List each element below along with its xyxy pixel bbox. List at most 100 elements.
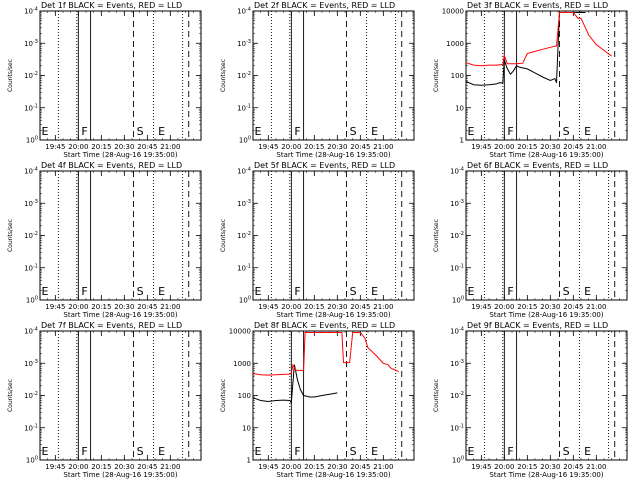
- panel-title: Det 9f BLACK = Events, RED = LLD: [467, 321, 608, 330]
- panel-det-8: Det 8f BLACK = Events, RED = LLD Counts/s…: [220, 321, 415, 479]
- event-marker-label: E: [584, 125, 591, 138]
- x-tick-label: 20:00: [494, 463, 514, 471]
- x-tick-label: 19:45: [471, 303, 491, 311]
- plot-frame: [252, 330, 415, 461]
- plot-frame: [39, 330, 202, 461]
- x-tick-label: 19:45: [45, 463, 65, 471]
- x-tick-label: 20:30: [540, 143, 560, 151]
- y-tick-label: 10-1: [237, 263, 251, 272]
- y-tick-label: 100: [451, 72, 464, 80]
- x-tick-label: 21:00: [586, 463, 606, 471]
- x-tick-label: 20:45: [350, 463, 370, 471]
- x-tick-label: 20:45: [563, 303, 583, 311]
- panel-title: Det 3f BLACK = Events, RED = LLD: [467, 1, 608, 10]
- x-tick-label: 21:00: [160, 463, 180, 471]
- y-axis-label: Counts/sec: [7, 59, 14, 92]
- plot-frame: [465, 10, 628, 141]
- y-tick-label: 10-4: [24, 7, 38, 16]
- event-marker-label: F: [81, 125, 87, 138]
- y-tick-label: 10-2: [450, 391, 464, 400]
- x-tick-label: 19:45: [45, 143, 65, 151]
- x-tick-label: 20:30: [327, 143, 347, 151]
- y-tick-label: 10-4: [450, 327, 464, 336]
- y-tick-label: 10-2: [24, 71, 38, 80]
- x-tick-label: 20:45: [350, 303, 370, 311]
- x-tick-label: 20:15: [91, 143, 111, 151]
- lld-series-line: [252, 332, 399, 376]
- event-marker-label: F: [81, 445, 87, 458]
- y-axis-label: Counts/sec: [220, 219, 227, 252]
- event-marker-label: E: [255, 285, 262, 298]
- x-tick-label: 20:00: [281, 303, 301, 311]
- x-axis-label: Start Time (28-Aug-16 19:35:00): [63, 151, 177, 159]
- y-tick-label: 10-2: [237, 231, 251, 240]
- y-tick-label: 10-1: [24, 103, 38, 112]
- x-tick-label: 21:00: [586, 143, 606, 151]
- y-tick-label: 10-3: [237, 39, 251, 48]
- x-tick-label: 21:00: [160, 303, 180, 311]
- y-tick-label: 10-3: [450, 199, 464, 208]
- plot-frame: [465, 330, 628, 461]
- x-tick-label: 19:45: [471, 143, 491, 151]
- event-marker-label: E: [42, 285, 49, 298]
- x-tick-label: 20:15: [304, 143, 324, 151]
- event-marker-label: S: [137, 285, 144, 298]
- event-marker-label: E: [158, 125, 165, 138]
- y-tick-label: 100: [26, 456, 38, 465]
- x-axis-label: Start Time (28-Aug-16 19:35:00): [489, 311, 603, 319]
- x-axis-label: Start Time (28-Aug-16 19:35:00): [489, 471, 603, 479]
- y-tick-label: 100: [239, 296, 251, 305]
- y-tick-label: 100: [238, 392, 251, 400]
- y-tick-label: 1000: [233, 360, 251, 368]
- event-marker-label: E: [468, 125, 475, 138]
- x-tick-label: 20:00: [68, 463, 88, 471]
- event-marker-label: S: [563, 285, 570, 298]
- x-tick-label: 20:00: [281, 143, 301, 151]
- y-tick-label: 10-4: [237, 167, 251, 176]
- event-marker-label: E: [371, 125, 378, 138]
- x-tick-label: 20:30: [327, 463, 347, 471]
- y-axis-label: Counts/sec: [433, 219, 440, 252]
- y-tick-label: 10-3: [237, 199, 251, 208]
- x-tick-label: 20:30: [327, 303, 347, 311]
- x-tick-label: 21:00: [373, 143, 393, 151]
- x-tick-label: 20:15: [517, 303, 537, 311]
- x-tick-label: 20:00: [68, 143, 88, 151]
- event-marker-label: E: [468, 445, 475, 458]
- y-tick-label: 10-4: [24, 327, 38, 336]
- panel-det-6: Det 6f BLACK = Events, RED = LLD Counts/s…: [433, 161, 628, 319]
- x-tick-label: 20:30: [540, 463, 560, 471]
- y-tick-label: 1000: [446, 40, 464, 48]
- event-marker-label: S: [137, 125, 144, 138]
- x-tick-label: 20:15: [304, 303, 324, 311]
- panel-title: Det 7f BLACK = Events, RED = LLD: [41, 321, 182, 330]
- y-tick-label: 10: [455, 104, 464, 112]
- y-tick-label: 100: [452, 296, 464, 305]
- x-axis-label: Start Time (28-Aug-16 19:35:00): [276, 471, 390, 479]
- y-tick-label: 10: [242, 424, 251, 432]
- plot-frame: [252, 170, 415, 301]
- event-marker-label: F: [294, 445, 300, 458]
- y-tick-label: 10-1: [450, 263, 464, 272]
- x-tick-label: 20:45: [137, 463, 157, 471]
- x-tick-label: 20:15: [517, 143, 537, 151]
- y-axis-label: Counts/sec: [220, 379, 227, 412]
- x-tick-label: 19:45: [471, 463, 491, 471]
- x-tick-label: 20:30: [114, 463, 134, 471]
- event-marker-label: E: [158, 285, 165, 298]
- x-tick-label: 20:30: [540, 303, 560, 311]
- y-tick-label: 10-2: [24, 231, 38, 240]
- panel-det-2: Det 2f BLACK = Events, RED = LLD Counts/s…: [220, 1, 415, 159]
- x-tick-label: 20:15: [91, 463, 111, 471]
- event-marker-label: S: [563, 125, 570, 138]
- x-tick-label: 20:15: [517, 463, 537, 471]
- event-marker-label: S: [137, 445, 144, 458]
- x-tick-label: 20:30: [114, 143, 134, 151]
- panel-det-5: Det 5f BLACK = Events, RED = LLD Counts/s…: [220, 161, 415, 319]
- y-tick-label: 10-3: [24, 359, 38, 368]
- y-tick-label: 100: [239, 136, 251, 145]
- panel-title: Det 1f BLACK = Events, RED = LLD: [41, 1, 182, 10]
- x-tick-label: 20:45: [350, 143, 370, 151]
- panel-det-3: Det 3f BLACK = Events, RED = LLD Counts/s…: [433, 1, 628, 159]
